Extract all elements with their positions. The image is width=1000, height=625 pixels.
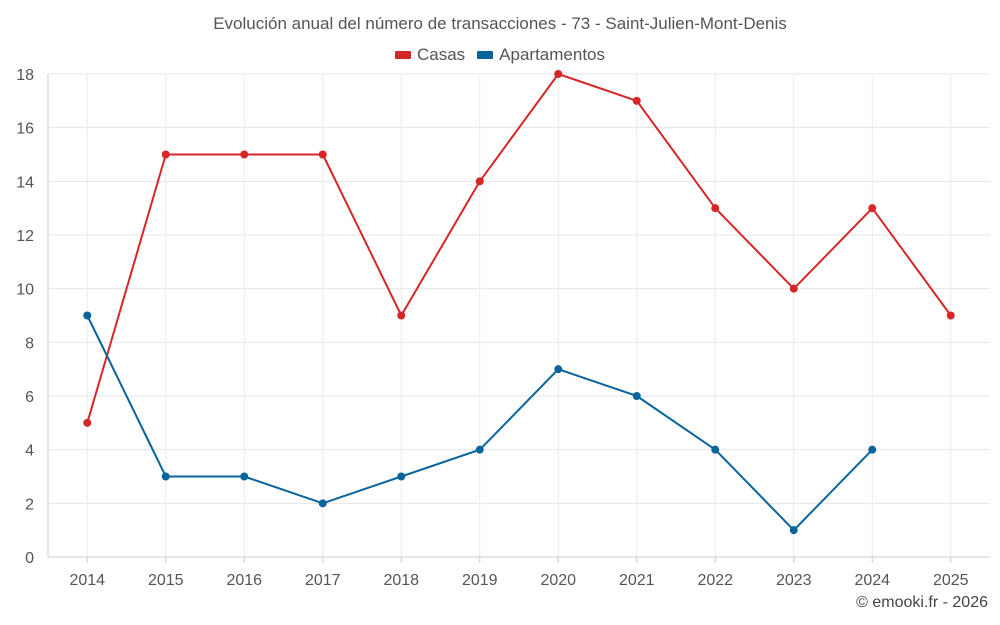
data-point-casas [632, 96, 641, 105]
credit-text: © emooki.fr - 2026 [856, 594, 988, 611]
data-point-apartamentos [240, 472, 249, 481]
data-point-apartamentos [868, 445, 877, 454]
y-tick-label: 0 [25, 550, 34, 567]
chart-title: Evolución anual del número de transaccio… [213, 14, 787, 33]
x-tick-label: 2021 [619, 572, 655, 589]
data-point-apartamentos [475, 445, 484, 454]
data-point-casas [240, 150, 249, 159]
data-point-casas [318, 150, 327, 159]
series-lines [83, 70, 955, 535]
y-tick-label: 2 [25, 496, 34, 513]
legend-item-apartamentos[interactable]: Apartamentos [477, 45, 605, 65]
tick-labels: 0 2 4 6 8 10 12 14 16 18 2014 2015 2016 2017 2018 2019 2… [16, 67, 968, 589]
legend-item-casas[interactable]: Casas [394, 45, 466, 65]
data-point-apartamentos [789, 526, 798, 535]
x-tick-label: 2018 [383, 572, 419, 589]
data-point-casas [868, 204, 877, 213]
data-point-casas [161, 150, 170, 159]
y-tick-label: 14 [16, 174, 34, 191]
data-point-casas [554, 70, 563, 78]
x-tick-label: 2023 [776, 572, 812, 589]
axes [47, 74, 990, 563]
x-tick-label: 2024 [854, 572, 890, 589]
data-point-apartamentos [397, 472, 406, 481]
legend-label-casas: Casas [416, 45, 466, 64]
x-tick-label: 2016 [226, 572, 262, 589]
chart-legend: Casas Apartamentos [0, 45, 1000, 65]
data-point-casas [397, 311, 406, 320]
data-point-apartamentos [161, 472, 170, 481]
y-tick-label: 8 [25, 335, 34, 352]
y-tick-label: 16 [16, 121, 34, 138]
series-line-casas [86, 73, 952, 424]
x-tick-label: 2019 [462, 572, 498, 589]
data-point-casas [789, 284, 798, 293]
data-point-casas [711, 204, 720, 213]
x-tick-label: 2017 [305, 572, 341, 589]
legend-label-apartamentos: Apartamentos [499, 45, 606, 64]
y-tick-label: 10 [16, 282, 34, 299]
x-tick-label: 2022 [697, 572, 733, 589]
y-tick-label: 4 [25, 443, 34, 460]
legend-swatch-casas [394, 51, 411, 59]
y-tick-label: 12 [16, 228, 34, 245]
data-point-casas [83, 418, 92, 427]
data-point-apartamentos [554, 365, 563, 374]
y-tick-label: 6 [25, 389, 34, 406]
data-point-apartamentos [632, 392, 641, 400]
legend-swatch-apartamentos [477, 51, 494, 59]
grid-lines [48, 73, 990, 557]
data-point-casas [946, 311, 955, 320]
data-point-apartamentos [83, 311, 92, 320]
x-tick-label: 2015 [148, 572, 184, 589]
data-point-apartamentos [711, 445, 720, 454]
data-point-casas [475, 177, 484, 186]
data-point-apartamentos [318, 499, 327, 508]
x-tick-label: 2025 [933, 572, 969, 589]
x-tick-label: 2014 [69, 572, 105, 589]
x-tick-label: 2020 [540, 572, 576, 589]
y-tick-label: 18 [16, 67, 34, 84]
